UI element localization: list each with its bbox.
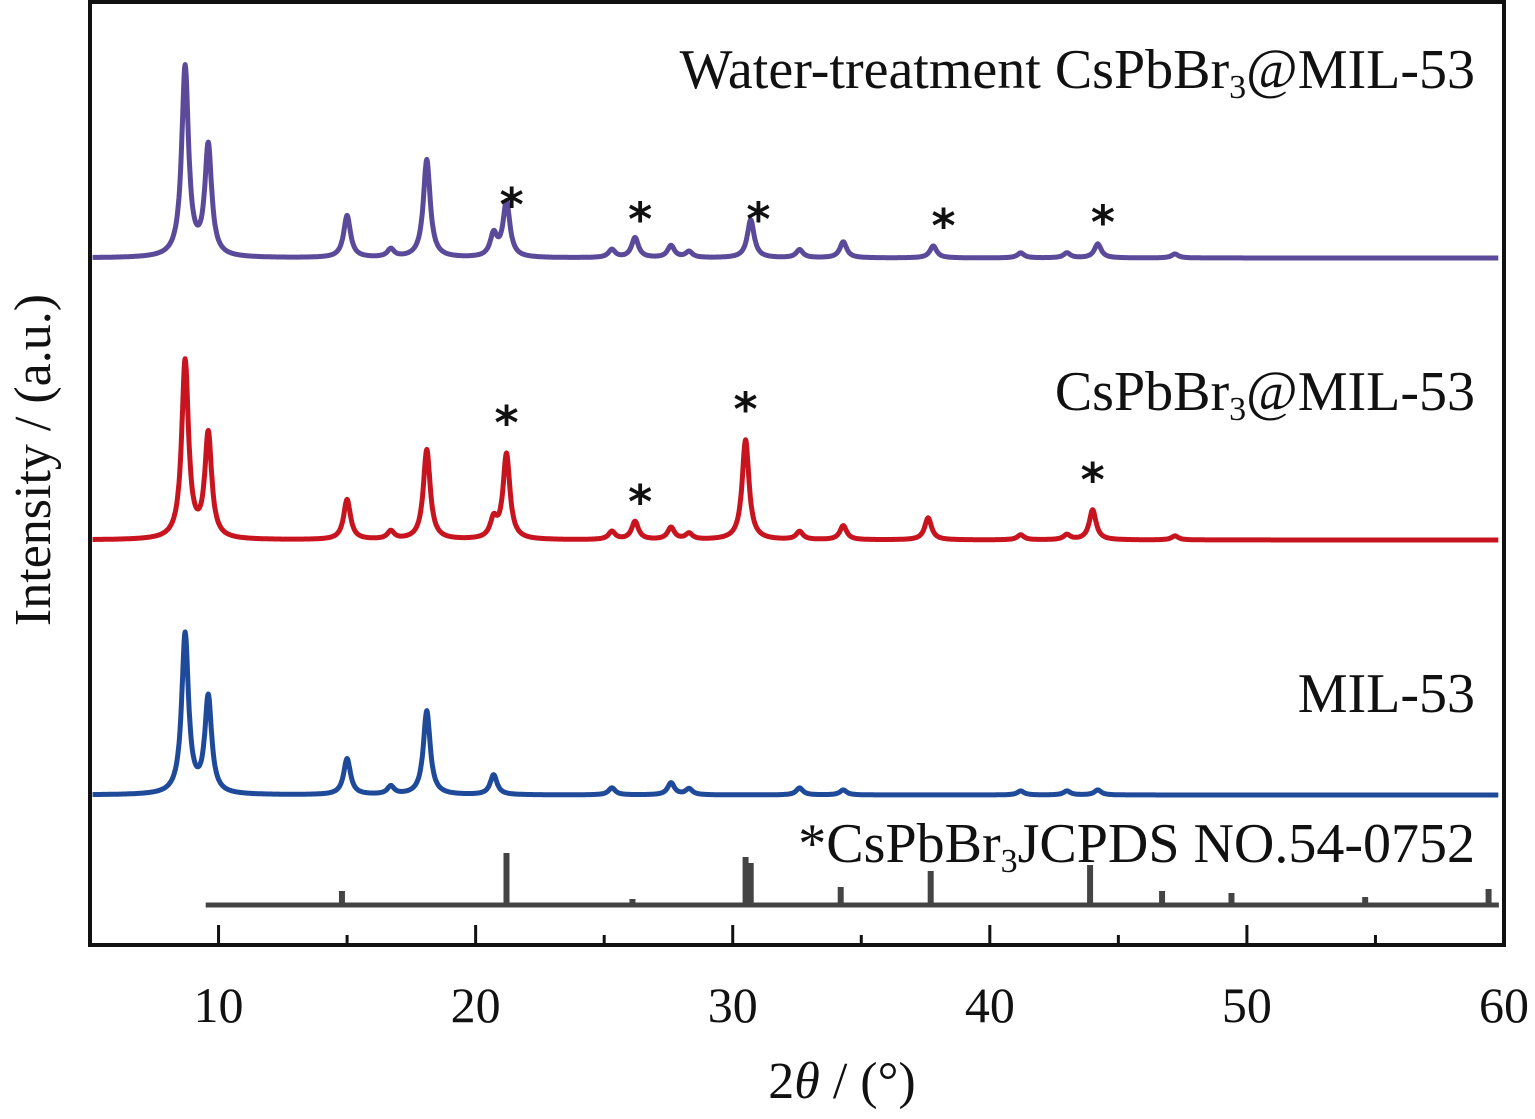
plot-frame [88,0,1506,947]
series-label-tail: @MIL-53 [1246,361,1475,423]
x-tick-label: 10 [194,977,244,1033]
x-axis-label-prefix: 2 [768,1053,794,1110]
series-label-csp: CsPbBr3@MIL-53 [1055,361,1475,428]
peak-marker-csp: * [1081,453,1105,507]
peak-marker-water: * [500,178,524,232]
reference-pattern [205,853,1499,908]
reference-label-prefix: *CsPbBr [798,813,1001,875]
x-tick-label: 50 [1222,977,1272,1033]
series-label-sub: 3 [1229,69,1246,106]
series-label-main: CsPbBr [1055,361,1230,423]
peak-marker-water: * [746,192,770,246]
series-line-water [90,62,1501,261]
series-label-tail: @MIL-53 [1246,39,1475,101]
series-label-main: MIL-53 [1298,663,1475,725]
series-label-mil: MIL-53 [1298,663,1475,725]
x-tick-label: 30 [708,977,758,1033]
peak-marker-csp: * [628,475,652,529]
x-tick-label: 60 [1479,977,1529,1033]
reference-label-sub: 3 [1001,843,1018,880]
labels-layer: Water-treatment CsPbBr3@MIL-53* * * * *CsPbB… [494,39,1475,880]
x-axis-label-suffix: / (°) [820,1053,916,1110]
y-axis-label: Intensity / (a.u.) [5,294,62,626]
reference-label: *CsPbBr3JCPDS NO.54-0752 [798,813,1475,880]
x-tick-label: 20 [451,977,501,1033]
peak-marker-csp: * [494,396,518,450]
series-label-sub: 3 [1229,391,1246,428]
peak-marker-csp: * [734,383,758,437]
series-layer [90,62,1501,798]
series-line-csp [90,356,1501,543]
x-tick-label: 40 [965,977,1015,1033]
x-axis-label: 2θ / (°) [768,1053,915,1110]
peak-marker-water: * [628,193,652,247]
peak-marker-water: * [932,199,956,253]
x-axis-ticks: 10 20 30 40 50 60 [88,925,1529,1033]
x-axis-label-theta: θ [794,1053,820,1110]
series-line-mil [90,629,1501,798]
reference-label-tail: JCPDS NO.54-0752 [1018,813,1475,875]
peak-marker-water: * [1091,195,1115,249]
series-label-main: Water-treatment CsPbBr [680,39,1230,101]
series-label-water: Water-treatment CsPbBr3@MIL-53 [680,39,1475,106]
